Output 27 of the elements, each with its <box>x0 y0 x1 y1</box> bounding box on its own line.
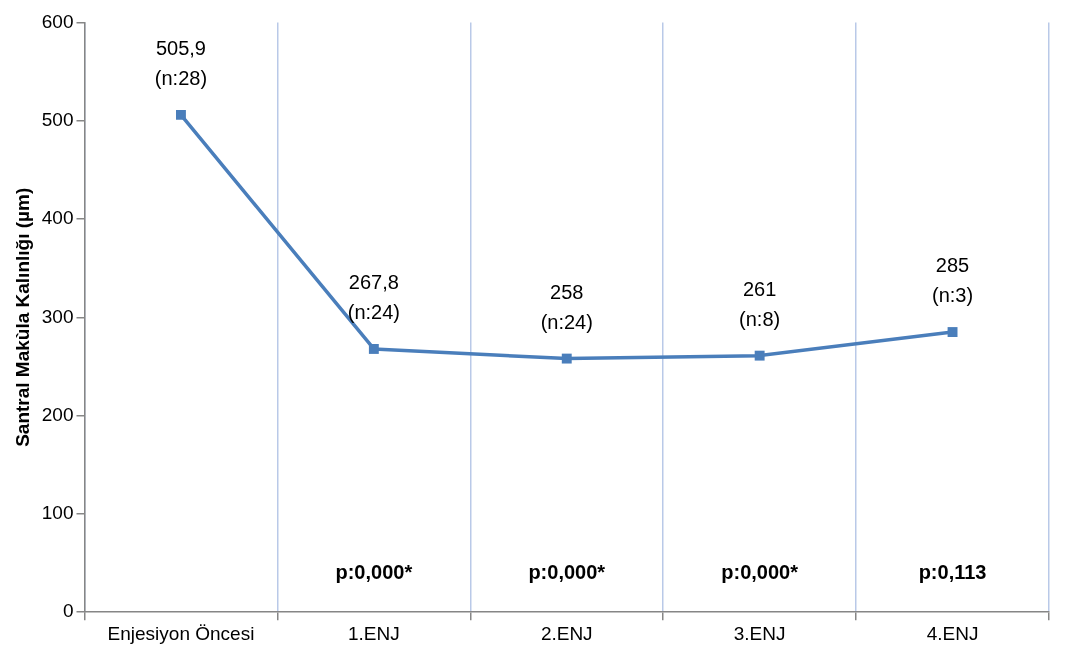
point <box>754 350 765 361</box>
x-tick-label: 4.ENJ <box>926 622 979 644</box>
x-tick-label: 2.ENJ <box>540 622 593 644</box>
annotation: p:0,113 <box>918 561 987 584</box>
y-axis-title: Santral Makùla Kalınlığı (µm) <box>11 187 33 447</box>
annotation: p:0,000* <box>528 561 606 584</box>
data-label: 285 (n:3) <box>931 254 974 307</box>
annotation: p:0,000* <box>721 561 799 584</box>
data-label: 261 (n:8) <box>739 277 781 330</box>
y-tick-label: 600 <box>41 10 74 32</box>
y-tick-label: 200 <box>41 403 74 425</box>
point <box>947 327 958 337</box>
data-label: 505,9 (n:28) <box>154 36 208 89</box>
point <box>561 353 572 364</box>
point <box>368 344 379 354</box>
y-tick-label: 100 <box>41 502 74 524</box>
data-label: 258 (n:24) <box>540 280 593 333</box>
x-tick-label: 3.ENJ <box>733 622 786 644</box>
x-tick-label: Enjesiyon Öncesi <box>107 622 255 644</box>
data-label: 267,8 (n:24) <box>347 270 400 323</box>
y-tick-label: 500 <box>41 108 74 130</box>
y-tick-label: 0 <box>62 600 74 622</box>
y-tick-label: 300 <box>41 305 74 327</box>
annotation: p:0,000* <box>335 561 413 584</box>
x-tick-label: 1.ENJ <box>347 622 400 644</box>
y-tick-label: 400 <box>41 207 74 229</box>
point <box>176 109 186 120</box>
